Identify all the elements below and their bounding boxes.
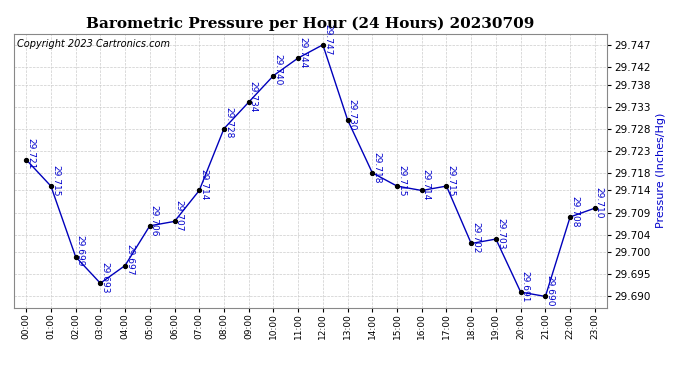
Text: 29.715: 29.715 (397, 165, 406, 196)
Point (46, 183, 57, 189)
Text: Copyright 2023 Cartronics.com: Copyright 2023 Cartronics.com (17, 39, 170, 49)
Point (317, 42, 328, 48)
Point (119, 262, 130, 268)
Text: 29.714: 29.714 (199, 169, 208, 201)
Point (70, 254, 81, 260)
Text: 29.693: 29.693 (100, 262, 109, 293)
Point (194, 188, 205, 194)
Point (342, 117, 353, 123)
Point (515, 289, 526, 295)
Point (391, 183, 402, 189)
Text: 29.699: 29.699 (76, 236, 85, 267)
Text: 29.697: 29.697 (125, 244, 134, 276)
Text: 29.715: 29.715 (51, 165, 60, 196)
Point (540, 294, 551, 300)
Point (491, 236, 502, 242)
Text: 29.715: 29.715 (446, 165, 455, 196)
Text: 29.734: 29.734 (248, 81, 257, 112)
Point (589, 205, 600, 211)
Text: 29.744: 29.744 (298, 37, 307, 68)
Point (293, 55, 304, 61)
Y-axis label: Pressure (Inches/Hg): Pressure (Inches/Hg) (656, 113, 667, 228)
Point (144, 223, 155, 229)
Text: 29.707: 29.707 (175, 200, 184, 232)
Text: 29.706: 29.706 (150, 204, 159, 236)
Point (95, 280, 106, 286)
Text: 29.702: 29.702 (471, 222, 480, 254)
Text: 29.721: 29.721 (26, 138, 35, 170)
Point (441, 183, 452, 189)
Point (564, 214, 575, 220)
Text: 29.690: 29.690 (545, 275, 554, 307)
Point (466, 240, 477, 246)
Point (268, 73, 279, 79)
Text: 29.708: 29.708 (570, 196, 579, 227)
Text: 29.728: 29.728 (224, 107, 233, 139)
Point (169, 218, 180, 224)
Text: 29.710: 29.710 (595, 187, 604, 218)
Point (416, 188, 427, 194)
Point (219, 126, 230, 132)
Point (21, 157, 32, 163)
Text: 29.740: 29.740 (273, 54, 282, 86)
Text: 29.730: 29.730 (348, 99, 357, 130)
Point (243, 99, 254, 105)
Text: 29.718: 29.718 (373, 152, 382, 183)
Text: 29.691: 29.691 (521, 271, 530, 302)
Text: 29.703: 29.703 (496, 218, 505, 249)
Title: Barometric Pressure per Hour (24 Hours) 20230709: Barometric Pressure per Hour (24 Hours) … (86, 17, 535, 31)
Text: 29.747: 29.747 (323, 24, 332, 55)
Point (367, 170, 378, 176)
Text: 29.714: 29.714 (422, 169, 431, 201)
